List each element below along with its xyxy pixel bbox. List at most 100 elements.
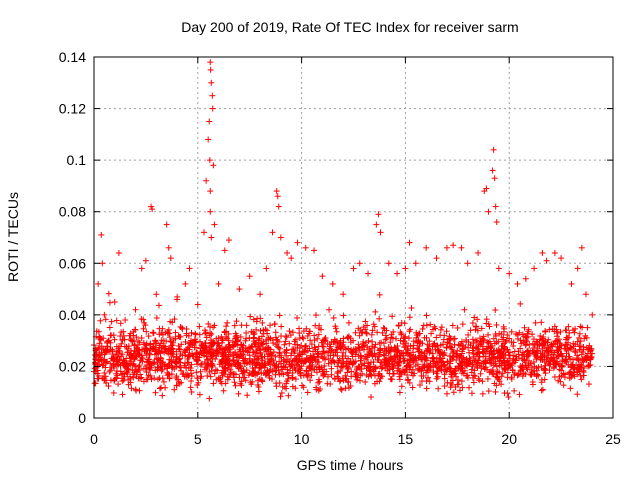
data-point — [427, 321, 434, 328]
data-point — [116, 357, 123, 364]
data-point — [207, 66, 214, 73]
data-point — [480, 363, 487, 370]
data-point — [267, 322, 274, 329]
data-point — [519, 373, 526, 380]
data-point — [286, 340, 293, 347]
data-point — [339, 355, 346, 362]
data-point — [389, 313, 396, 320]
data-point — [188, 377, 195, 384]
data-point — [91, 351, 98, 358]
data-point — [499, 360, 506, 367]
data-point — [302, 343, 309, 350]
data-point — [406, 314, 413, 321]
data-point — [210, 324, 217, 331]
data-point — [350, 346, 357, 353]
data-point — [433, 375, 440, 382]
data-point — [206, 332, 213, 339]
data-point — [342, 372, 349, 379]
data-point — [253, 349, 260, 356]
data-point — [156, 348, 163, 355]
data-point — [109, 348, 116, 355]
data-point — [538, 376, 545, 383]
data-point — [234, 363, 241, 370]
data-point — [369, 353, 376, 360]
data-point — [420, 322, 427, 329]
data-point — [219, 349, 226, 356]
data-point — [422, 354, 429, 361]
data-point — [276, 312, 283, 319]
data-point — [397, 337, 404, 344]
data-point — [423, 357, 430, 364]
data-point — [406, 328, 413, 335]
data-point — [121, 358, 128, 365]
data-point — [485, 208, 492, 215]
data-point — [177, 333, 184, 340]
data-point — [315, 358, 322, 365]
data-point — [459, 321, 466, 328]
data-point — [565, 323, 572, 330]
data-point — [148, 376, 155, 383]
data-point — [329, 280, 336, 287]
data-point — [472, 323, 479, 330]
x-tick-label: 5 — [194, 431, 202, 447]
data-point — [327, 352, 334, 359]
data-point — [364, 322, 371, 329]
data-point — [283, 352, 290, 359]
data-point — [171, 386, 178, 393]
data-point — [335, 357, 342, 364]
data-point — [511, 387, 518, 394]
data-point — [342, 385, 349, 392]
data-point — [166, 330, 173, 337]
data-point — [242, 337, 249, 344]
data-point — [150, 329, 157, 336]
data-point — [406, 366, 413, 373]
data-point — [394, 348, 401, 355]
data-point — [580, 369, 587, 376]
data-point — [96, 345, 103, 352]
data-point — [385, 260, 392, 267]
data-point — [306, 362, 313, 369]
data-point — [336, 356, 343, 363]
data-point — [449, 381, 456, 388]
data-point — [517, 300, 524, 307]
data-point — [334, 352, 341, 359]
data-point — [395, 322, 402, 329]
data-point — [449, 322, 456, 329]
data-point — [580, 359, 587, 366]
data-point — [377, 229, 384, 236]
chart-title: Day 200 of 2019, Rate Of TEC Index for r… — [181, 19, 518, 35]
data-point — [577, 372, 584, 379]
data-point — [141, 341, 148, 348]
data-point — [297, 367, 304, 374]
data-point — [314, 354, 321, 361]
data-point — [250, 331, 257, 338]
data-point — [529, 331, 536, 338]
data-point — [576, 342, 583, 349]
data-point — [529, 381, 536, 388]
data-point — [287, 332, 294, 339]
data-point — [143, 328, 150, 335]
data-point — [520, 338, 527, 345]
data-point — [208, 234, 215, 241]
data-point — [238, 341, 245, 348]
data-point — [510, 352, 517, 359]
data-point — [284, 366, 291, 373]
data-point — [383, 327, 390, 334]
data-point — [495, 376, 502, 383]
data-point — [282, 338, 289, 345]
data-point — [127, 379, 134, 386]
data-point — [361, 346, 368, 353]
data-point — [575, 334, 582, 341]
data-point — [255, 377, 262, 384]
data-point — [281, 341, 288, 348]
data-point — [574, 356, 581, 363]
data-point — [437, 332, 444, 339]
data-point — [470, 372, 477, 379]
data-point — [182, 338, 189, 345]
data-point — [230, 374, 237, 381]
data-point — [410, 345, 417, 352]
data-point — [321, 362, 328, 369]
data-point — [392, 335, 399, 342]
data-point — [309, 362, 316, 369]
